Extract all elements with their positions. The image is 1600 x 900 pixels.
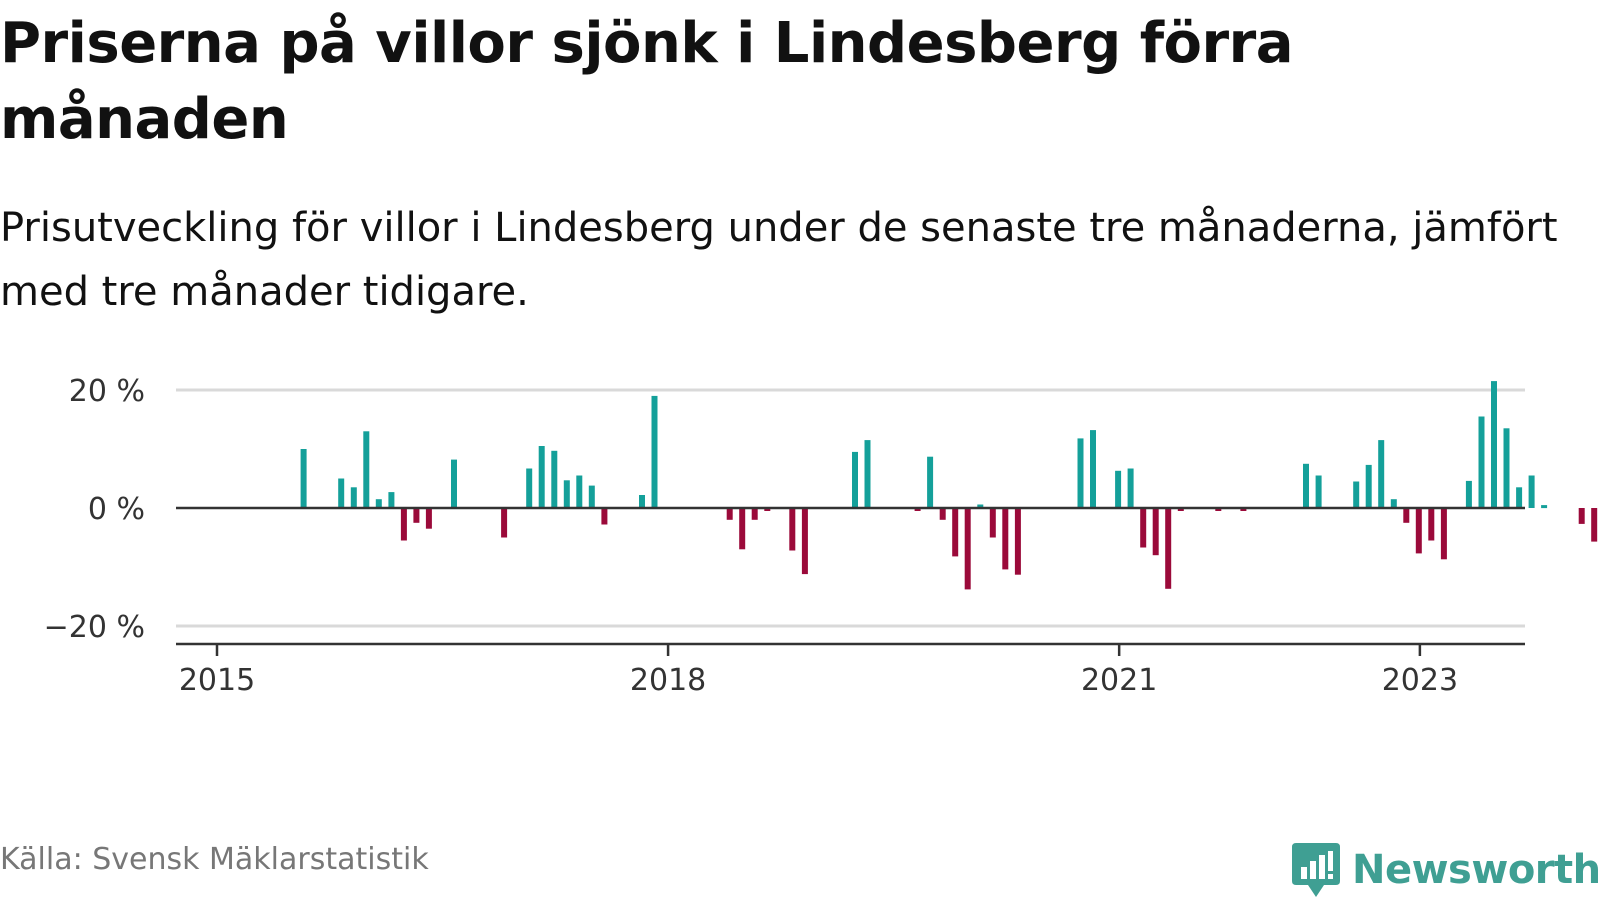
bar bbox=[739, 508, 746, 550]
bar bbox=[576, 475, 583, 508]
brand-name: Newsworthy bbox=[1352, 847, 1600, 893]
bar bbox=[1014, 508, 1021, 575]
bar bbox=[1077, 438, 1084, 508]
bar bbox=[1428, 508, 1435, 541]
x-tick-label: 2015 bbox=[179, 663, 255, 698]
bar bbox=[1478, 416, 1485, 508]
bar bbox=[1215, 508, 1222, 511]
bar bbox=[1140, 508, 1147, 548]
bar bbox=[1115, 470, 1122, 508]
bar bbox=[639, 495, 645, 508]
bar bbox=[413, 508, 420, 523]
bar bbox=[451, 459, 457, 508]
bar bbox=[1591, 508, 1598, 542]
bar bbox=[1516, 487, 1523, 508]
bar bbox=[1303, 463, 1309, 509]
bar bbox=[1503, 428, 1510, 508]
bar bbox=[551, 450, 558, 508]
bar bbox=[375, 499, 382, 509]
bar bbox=[939, 508, 946, 520]
bar bbox=[1353, 481, 1360, 509]
bar bbox=[1365, 464, 1372, 508]
x-tick-label: 2023 bbox=[1382, 663, 1458, 698]
bar bbox=[563, 480, 570, 508]
bar bbox=[1152, 508, 1159, 556]
bar bbox=[601, 508, 608, 525]
bar bbox=[864, 440, 871, 508]
bar bbox=[338, 478, 345, 508]
bar bbox=[400, 508, 407, 541]
bar bbox=[1002, 508, 1009, 570]
bar bbox=[1578, 508, 1585, 524]
source-note: Källa: Svensk Mäklarstatistik bbox=[0, 842, 429, 877]
bar bbox=[388, 492, 395, 508]
bar bbox=[350, 487, 357, 508]
bar bbox=[526, 468, 533, 508]
bar bbox=[1491, 381, 1497, 508]
bar bbox=[538, 446, 545, 508]
bar bbox=[651, 395, 658, 508]
bar bbox=[789, 508, 796, 551]
x-tick-label: 2021 bbox=[1081, 663, 1157, 698]
bar bbox=[1541, 505, 1548, 509]
newsworthy-logo-icon bbox=[1292, 843, 1340, 897]
bar bbox=[1390, 499, 1397, 509]
bar bbox=[1440, 508, 1447, 560]
y-tick-label: −20 % bbox=[44, 610, 145, 645]
bar bbox=[977, 504, 984, 508]
bar bbox=[801, 508, 808, 575]
bar bbox=[1165, 508, 1172, 589]
bar bbox=[914, 508, 921, 511]
bar bbox=[1177, 508, 1184, 511]
bar bbox=[501, 508, 508, 538]
bar bbox=[1315, 475, 1322, 508]
bar bbox=[726, 508, 733, 520]
bar bbox=[588, 485, 595, 508]
bar bbox=[852, 451, 858, 508]
y-tick-label: 20 % bbox=[69, 374, 145, 409]
bar bbox=[1415, 508, 1422, 554]
bar bbox=[363, 431, 370, 508]
brand-logo: Newsworthy bbox=[1290, 840, 1600, 900]
chart-subtitle: Prisutveckling för villor i Lindesberg u… bbox=[0, 205, 1558, 315]
chart-title: Priserna på villor sjönk i Lindesberg fö… bbox=[0, 11, 1294, 152]
bar bbox=[927, 456, 934, 508]
bar bbox=[1528, 475, 1535, 508]
bar bbox=[764, 508, 771, 511]
bar bbox=[751, 508, 758, 520]
bar bbox=[964, 508, 971, 590]
bar bbox=[1090, 430, 1096, 508]
bar bbox=[1127, 468, 1134, 508]
x-tick-label: 2018 bbox=[630, 663, 706, 698]
bar bbox=[1378, 440, 1385, 508]
bar bbox=[300, 449, 307, 508]
bar bbox=[425, 508, 432, 529]
y-tick-label: 0 % bbox=[88, 492, 145, 527]
bar bbox=[952, 508, 959, 557]
bar bbox=[1403, 508, 1410, 523]
bar bbox=[1240, 508, 1247, 511]
bar bbox=[989, 508, 996, 538]
bar bbox=[1465, 480, 1472, 508]
